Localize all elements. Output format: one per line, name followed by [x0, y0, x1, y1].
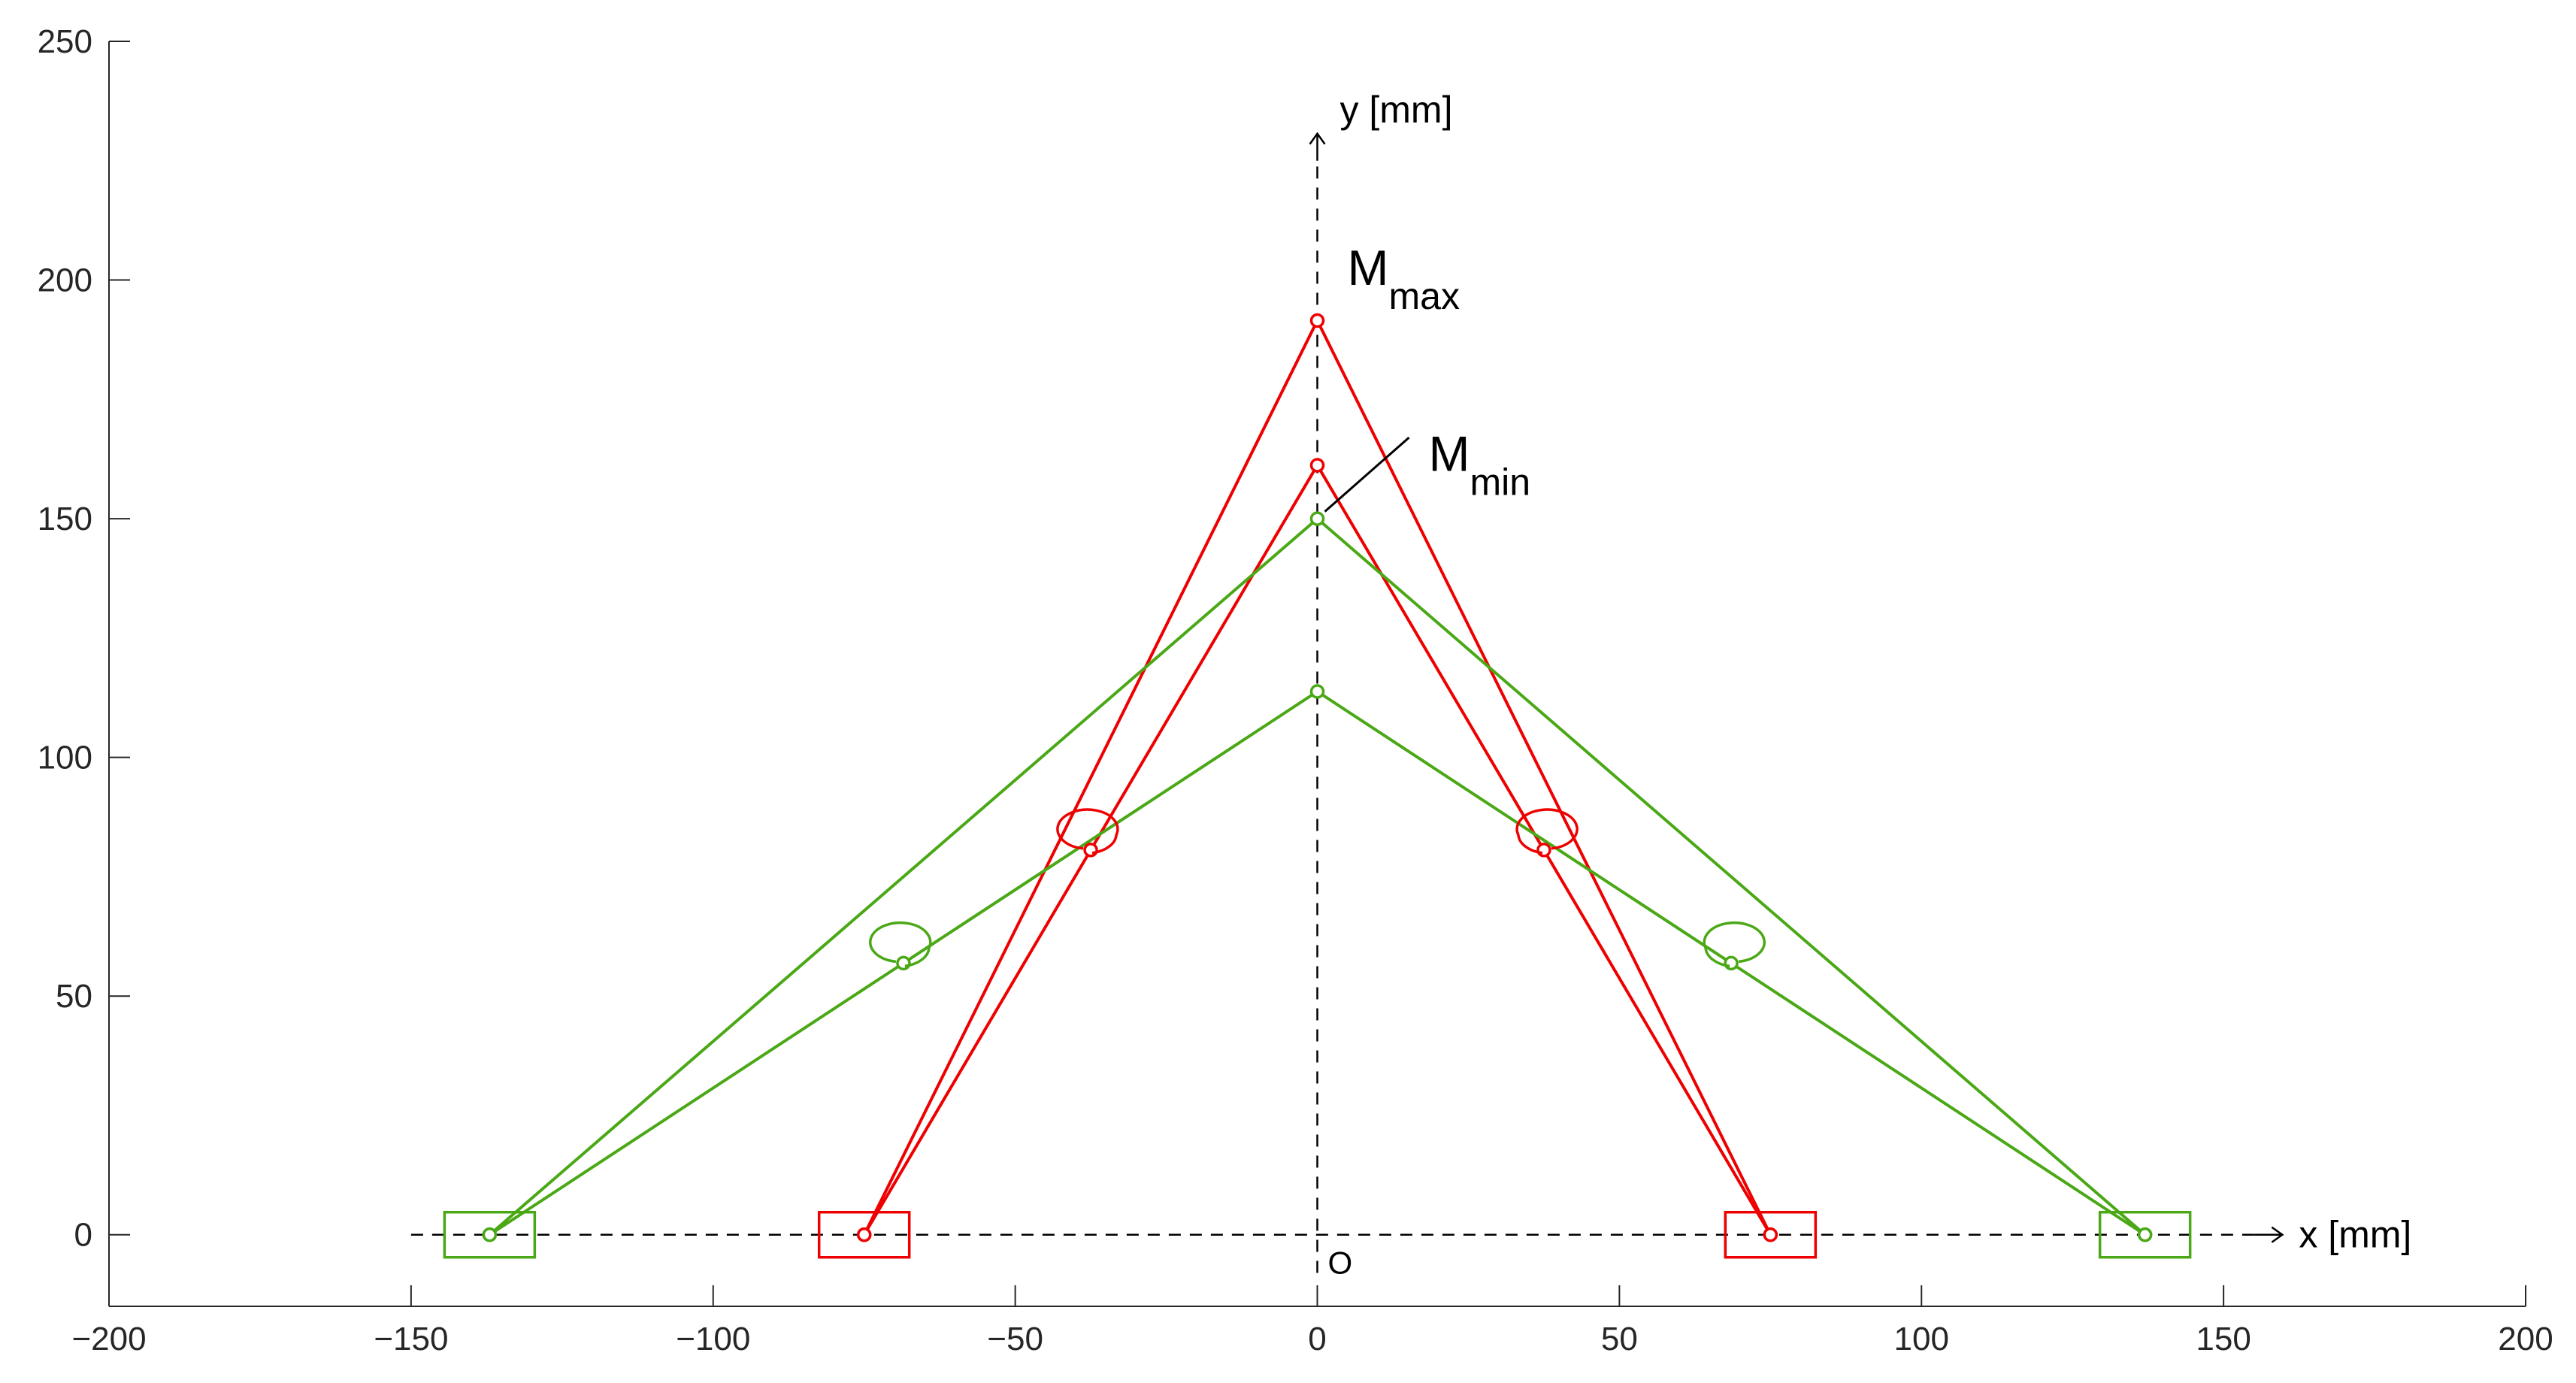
- m-max-label: Mmax: [1348, 240, 1460, 317]
- x-tick-label: −100: [676, 1321, 750, 1357]
- x-tick-label: −50: [987, 1321, 1043, 1357]
- y-tick-label: 250: [38, 23, 92, 60]
- y-tick-label: 200: [38, 262, 92, 299]
- x-tick-label: −150: [374, 1321, 448, 1357]
- point-marker: [482, 1227, 498, 1242]
- m-min-label: Mmin: [1429, 426, 1531, 504]
- series-line: [489, 516, 2146, 1236]
- m-min-leader: [1324, 437, 1410, 513]
- slider-box: [817, 1210, 911, 1259]
- point-marker: [1083, 843, 1098, 858]
- axes: −200 −150 −100 −50 0 50 100 150 200 0 50 100 150 200 2…: [38, 23, 2553, 1357]
- slider-box: [443, 1210, 537, 1259]
- point-marker: [1536, 843, 1551, 858]
- point-marker: [2137, 1227, 2153, 1242]
- joint-symbol: [1056, 808, 1119, 855]
- origin-label: O: [1328, 1245, 1353, 1281]
- x-tick-label: 0: [1308, 1321, 1326, 1357]
- point-marker: [1309, 511, 1325, 526]
- y-tick-label: 50: [56, 978, 92, 1015]
- m-max-sub: max: [1388, 275, 1459, 317]
- markers: [443, 313, 2192, 1259]
- x-arrow-head: [2271, 1226, 2284, 1243]
- y-arrow-head: [1309, 132, 1326, 145]
- joint-symbol: [1703, 921, 1766, 968]
- annotations: y [mm] x [mm] O Mmax Mmin: [1324, 89, 2411, 1281]
- x-tick-label: 150: [2196, 1321, 2251, 1357]
- slider-box: [1724, 1210, 1818, 1259]
- x-tick-label: 200: [2498, 1321, 2553, 1357]
- y-tick-label: 100: [38, 740, 92, 776]
- joint-symbol: [868, 921, 932, 968]
- point-marker: [856, 1227, 872, 1242]
- point-marker: [896, 955, 911, 971]
- x-axis-label: x [mm]: [2299, 1214, 2411, 1256]
- joint-symbol: [1515, 808, 1579, 855]
- slider-box: [2098, 1210, 2192, 1259]
- reference-axes: [410, 132, 2284, 1273]
- x-tick-label: −200: [71, 1321, 146, 1357]
- x-tick-label: 50: [1601, 1321, 1638, 1357]
- m-min-main: M: [1429, 426, 1470, 482]
- point-marker: [1724, 955, 1739, 971]
- point-marker: [1309, 458, 1325, 473]
- point-marker: [1309, 684, 1325, 699]
- y-axis-label: y [mm]: [1340, 89, 1453, 131]
- m-min-sub: min: [1470, 462, 1530, 504]
- y-tick-label: 150: [38, 501, 92, 537]
- x-tick-label: 100: [1894, 1321, 1949, 1357]
- point-marker: [1763, 1227, 1778, 1242]
- y-tick-label: 0: [74, 1217, 92, 1254]
- m-max-main: M: [1348, 240, 1389, 295]
- series-line: [489, 689, 2146, 1236]
- point-marker: [1309, 313, 1325, 328]
